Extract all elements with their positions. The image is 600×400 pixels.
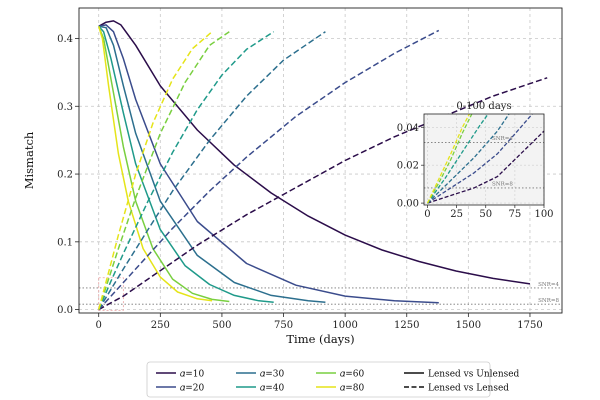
y-tick-label: 0.0 [57,305,73,316]
inset-x-tick-label: 100 [534,209,553,220]
y-tick-label: 0.1 [57,237,73,248]
legend-label: 𝛼=40 [260,384,284,394]
inset-series-a40 [426,113,489,204]
inset-frame [423,113,545,206]
y-tick-label: 0.2 [57,170,73,181]
x-tick-label: 1250 [394,320,419,331]
inset-threshold-label: SNR=4 [492,136,513,142]
y-axis-label: Mismatch [22,131,36,189]
x-tick-label: 500 [212,320,231,331]
threshold-label: SNR=8 [538,298,559,304]
zoom-region-box [98,277,124,311]
x-tick-label: 750 [274,320,293,331]
legend-label: 𝛼=10 [180,370,204,380]
series-line-a20-dashed [98,29,440,311]
inset-series-a30 [427,113,510,204]
y-tick-label: 0.3 [57,102,73,113]
legend: 𝛼=10 𝛼=20 𝛼=30 𝛼=40 𝛼=60 𝛼=80 Lensed vs Unlens… [146,361,520,398]
legend-label: 𝛼=30 [260,370,284,380]
inset-x-tick-label: 25 [450,209,463,220]
series-line-a20-solid [98,24,439,304]
series-line-a30-solid [98,25,326,303]
x-axis-label: Time (days) [286,332,354,346]
legend-label: Lensed vs Unlensed [428,370,520,380]
legend-label: Lensed vs Lensed [428,384,509,394]
series-line-a40-dashed [98,31,275,310]
inset-y-tick-label: 0.00 [397,199,419,210]
legend-box [146,361,491,398]
inset-series-a10 [427,130,545,204]
inset-series-a60 [426,113,473,204]
inset-x-tick-label: 75 [509,209,522,220]
x-tick-label: 250 [151,320,170,331]
x-tick-label: 0 [96,320,102,331]
series-line-a60-dashed [97,31,230,310]
inset-series-a80 [426,113,470,204]
series-line-a30-dashed [98,31,326,310]
series-line-a80-dashed [97,31,213,310]
threshold-label: SNR=4 [538,282,559,288]
legend-label: 𝛼=60 [340,370,364,380]
inset-threshold-label: SNR=8 [492,181,513,187]
series-line-a10-solid [98,20,531,285]
inset-series-a20 [427,113,533,204]
x-tick-label: 1500 [456,320,481,331]
inset-y-tick-label: 0.02 [397,161,419,172]
legend-label: 𝛼=20 [180,384,204,394]
inset-title: 0-100 days [456,101,511,112]
inset-x-tick-label: 0 [424,209,430,220]
plot-frame [78,7,563,314]
x-tick-label: 1000 [332,320,357,331]
inset-x-tick-label: 50 [479,209,492,220]
legend-label: 𝛼=80 [340,384,364,394]
series-line-a40-solid [98,25,274,303]
x-tick-label: 1750 [517,320,542,331]
inset-y-tick-label: 0.04 [397,123,419,134]
series-line-a80-solid [97,26,213,302]
y-tick-label: 0.4 [57,34,73,45]
inset-area [424,114,544,205]
series-line-a60-solid [98,26,230,303]
inset-plot: 0 25 50 75 100 0.00 0.02 0.04 SNR=4 SNR=8 0-100 da… [397,101,554,220]
